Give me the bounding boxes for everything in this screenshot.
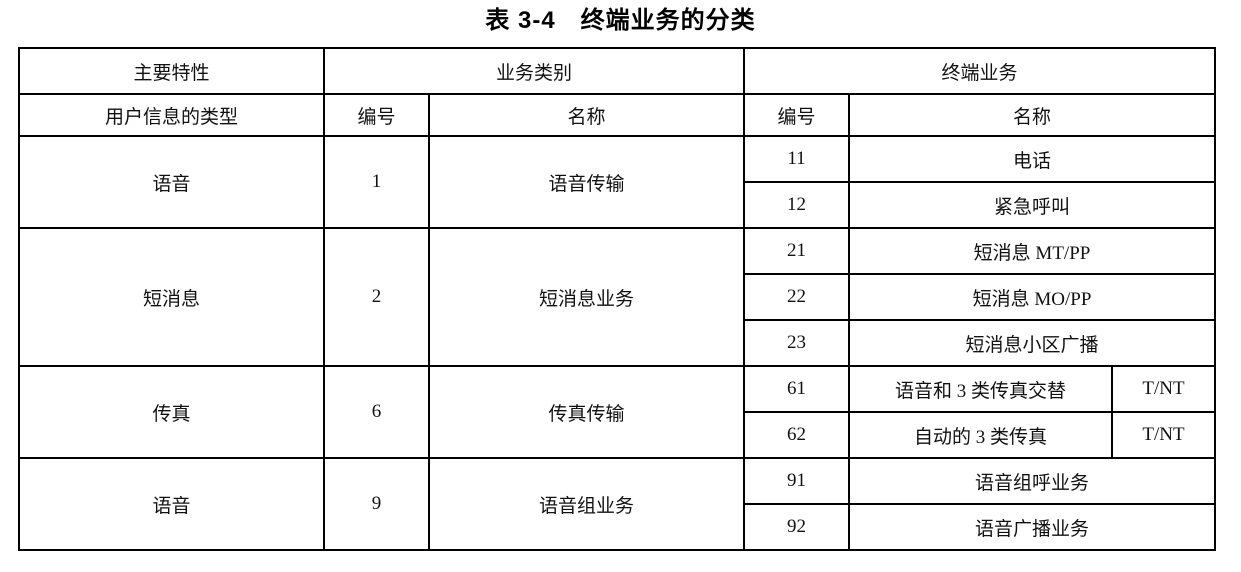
cell-service-note: T/NT (1111, 411, 1217, 459)
header-row-1: 主要特性 业务类别 终端业务 (18, 47, 1217, 95)
header-service-name: 名称 (848, 93, 1217, 137)
table-row: 12 紧急呼叫 (19, 181, 1217, 229)
cell-service-name: 电话 (848, 135, 1217, 183)
cell-service-name: 短消息 MO/PP (848, 273, 1217, 321)
cell-service-number: 11 (743, 135, 851, 183)
cell-service-name: 自动的 3 类传真 (848, 411, 1114, 459)
table-row: 62 自动的 3 类传真 T/NT (19, 411, 1217, 459)
header-service-category: 业务类别 (322, 47, 746, 95)
table-row: 短消息 2 短消息业务 21 短消息 MT/PP (18, 227, 1217, 367)
cell-category-number: 9 (323, 457, 430, 551)
cell-service-name: 语音和 3 类传真交替 (848, 365, 1114, 413)
header-row-2: 用户信息的类型 编号 名称 编号 名称 (18, 93, 1217, 137)
cell-service-name: 短消息小区广播 (848, 319, 1217, 367)
cell-category-name: 短消息业务 (427, 227, 746, 367)
cell-feature: 语音 (18, 457, 325, 551)
table-row: 语音 1 语音传输 11 电话 (18, 135, 1217, 229)
cell-service-number: 92 (743, 503, 851, 551)
table-caption: 表 3-4 终端业务的分类 (485, 7, 756, 34)
table-row: 23 短消息小区广播 (19, 319, 1217, 367)
cell-service-number: 62 (743, 411, 851, 459)
cell-service-name: 短消息 MT/PP (848, 227, 1217, 275)
cell-category-number: 2 (323, 227, 430, 367)
header-main-feature: 主要特性 (18, 47, 325, 95)
cell-service-number: 12 (743, 181, 851, 229)
cell-category-name: 传真传输 (427, 365, 746, 459)
table-row: 语音 9 语音组业务 91 语音组呼业务 (18, 457, 1217, 551)
cell-service-number: 23 (743, 319, 851, 367)
cell-service-name: 紧急呼叫 (848, 181, 1217, 229)
cell-service-note: T/NT (1111, 365, 1217, 413)
table-row: 22 短消息 MO/PP (19, 273, 1217, 321)
cell-category-number: 6 (323, 365, 430, 459)
header-category-number: 编号 (323, 93, 430, 137)
table-row: 传真 6 传真传输 61 语音和 3 类传真交替 T/NT (18, 365, 1217, 459)
cell-category-name: 语音传输 (427, 135, 746, 229)
table-row: 92 语音广播业务 (19, 503, 1217, 551)
header-user-info-type: 用户信息的类型 (18, 93, 325, 137)
header-category-name: 名称 (427, 93, 746, 137)
header-terminal-service: 终端业务 (743, 47, 1217, 95)
cell-category-name: 语音组业务 (427, 457, 746, 551)
cell-service-number: 22 (743, 273, 851, 321)
cell-service-number: 61 (743, 365, 851, 413)
header-service-number: 编号 (743, 93, 851, 137)
cell-feature: 短消息 (18, 227, 325, 367)
cell-category-number: 1 (323, 135, 430, 229)
terminal-services-table: 主要特性 业务类别 终端业务 用户信息的类型 编号 名称 编号 名称 语音 1 … (18, 47, 1217, 551)
cell-feature: 传真 (18, 365, 325, 459)
cell-feature: 语音 (18, 135, 325, 229)
cell-service-name: 语音广播业务 (848, 503, 1217, 551)
cell-service-number: 21 (743, 227, 851, 275)
cell-service-number: 91 (743, 457, 851, 505)
cell-service-name: 语音组呼业务 (848, 457, 1217, 505)
